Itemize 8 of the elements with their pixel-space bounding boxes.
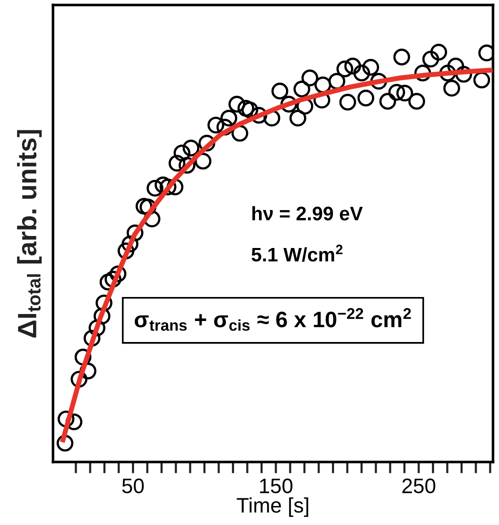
y-axis-title: ΔI$_{total}$ [arb. units] xyxy=(17,130,42,338)
x-axis-title: Time [s] xyxy=(236,497,308,517)
x-tick-label: 250 xyxy=(402,478,436,494)
annotation: σ$_{trans}$ + σ$_{cis}$ ≈ 6 x 10$^{−22}$ cm$^{2}$ xyxy=(134,308,411,331)
x-tick-label: 50 xyxy=(122,478,144,494)
annotation: hν = 2.99 eV xyxy=(252,206,363,220)
x-tick-label: 150 xyxy=(260,478,292,494)
annotation: 5.1 W/cm$^{2}$ xyxy=(252,244,342,262)
